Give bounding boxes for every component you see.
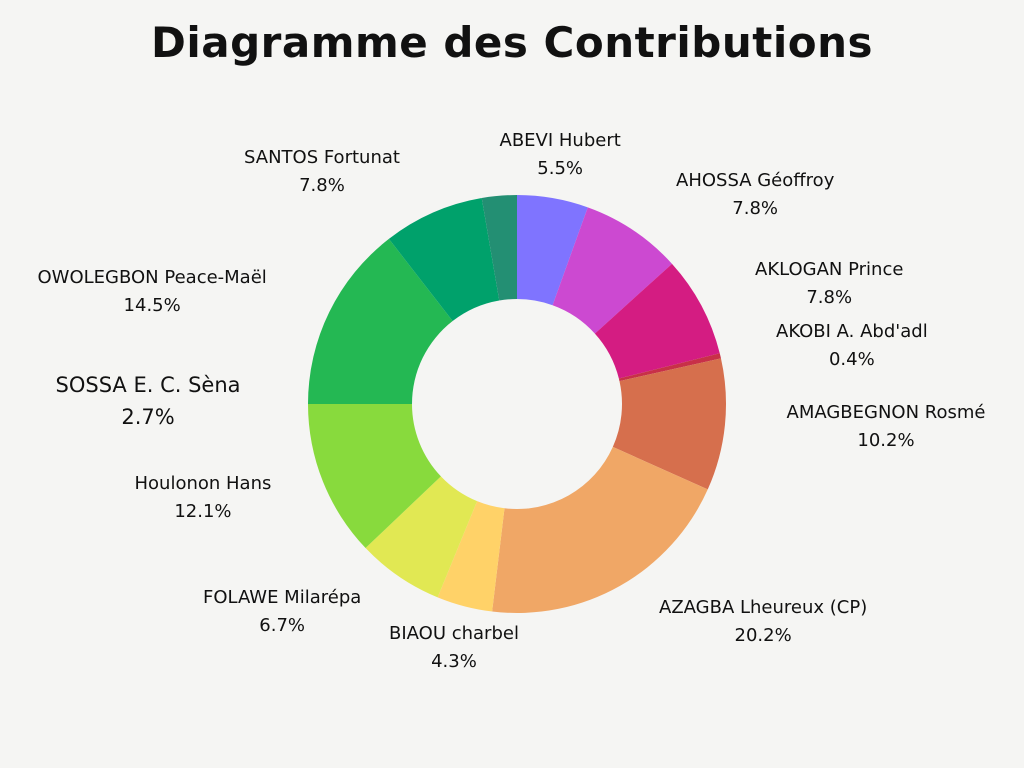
slice-name: AMAGBEGNON Rosmé <box>786 402 986 423</box>
slice-label: OWOLEGBON Peace-Maël 14.5% <box>38 264 267 320</box>
donut-slice <box>552 207 673 334</box>
donut-slice <box>492 446 708 613</box>
donut-slice <box>308 404 441 549</box>
slice-label: SANTOS Fortunat 7.8% <box>244 144 400 200</box>
donut-slice <box>517 195 588 306</box>
donut-slice <box>618 353 721 382</box>
slice-name: Houlonon Hans <box>134 473 272 494</box>
slice-name: OWOLEGBON Peace-Maël <box>37 267 267 288</box>
slice-name: ABEVI Hubert <box>499 130 621 151</box>
slice-label: AKOBI A. Abd'adl 0.4% <box>776 318 928 374</box>
slice-value: 10.2% <box>857 430 915 451</box>
slice-label: AZAGBA Lheureux (CP) 20.2% <box>659 594 867 650</box>
slice-name: BIAOU charbel <box>389 623 519 644</box>
slice-label: BIAOU charbel 4.3% <box>389 620 519 676</box>
slice-name: SANTOS Fortunat <box>244 147 400 168</box>
slice-value: 6.7% <box>259 615 306 636</box>
donut-slice <box>437 501 505 612</box>
slice-value: 20.2% <box>734 625 792 646</box>
donut-slice <box>365 476 478 598</box>
slice-value: 14.5% <box>123 295 181 316</box>
slice-label: Houlonon Hans 12.1% <box>135 470 272 526</box>
slice-value: 7.8% <box>732 198 779 219</box>
slice-label: AMAGBEGNON Rosmé 10.2% <box>787 399 986 455</box>
slice-value: 7.8% <box>806 287 853 308</box>
slice-name: AHOSSA Géoffroy <box>676 170 835 191</box>
donut-slice <box>594 263 720 379</box>
slice-value: 5.5% <box>537 158 583 179</box>
slice-label: ABEVI Hubert 5.5% <box>500 127 621 183</box>
slice-value: 0.4% <box>828 349 875 370</box>
chart-title: Diagramme des Contributions <box>151 18 873 67</box>
slice-value: 7.8% <box>299 175 345 196</box>
donut-slice <box>612 358 726 490</box>
slice-value: 12.1% <box>174 501 232 522</box>
donut-slice <box>481 195 517 301</box>
slice-value: 2.7% <box>121 405 175 429</box>
donut-slice <box>388 198 500 322</box>
slice-name: SOSSA E. C. Sèna <box>55 373 241 397</box>
slice-label: AKLOGAN Prince 7.8% <box>755 256 903 312</box>
slice-label: FOLAWE Milarépa 6.7% <box>203 584 361 640</box>
slice-label: AHOSSA Géoffroy 7.8% <box>676 167 834 223</box>
slice-name: AKLOGAN Prince <box>755 259 904 280</box>
slice-value: 4.3% <box>431 651 477 672</box>
donut-slice <box>308 238 453 404</box>
slice-name: FOLAWE Milarépa <box>203 587 362 608</box>
slice-label: SOSSA E. C. Sèna 2.7% <box>56 369 241 433</box>
slice-name: AKOBI A. Abd'adl <box>776 321 928 342</box>
slice-name: AZAGBA Lheureux (CP) <box>659 597 868 618</box>
